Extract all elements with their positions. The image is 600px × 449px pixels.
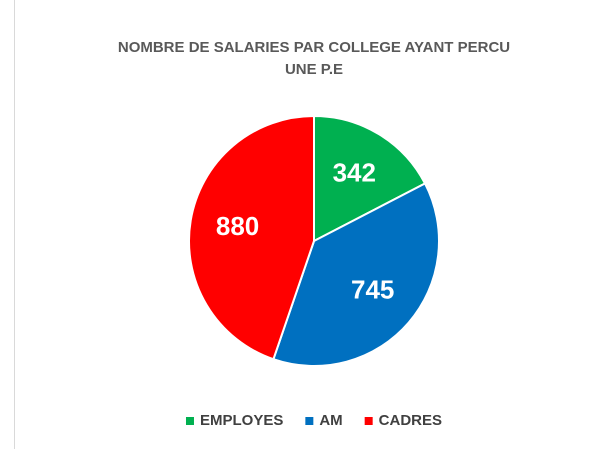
pie-slice — [188, 114, 315, 361]
legend-swatch — [305, 417, 314, 425]
legend-swatch — [364, 417, 373, 425]
data-label: 342 — [333, 158, 376, 188]
legend-label: AM — [319, 412, 342, 429]
chart-title: UNE P.E — [285, 61, 343, 78]
pie-slice — [272, 182, 440, 367]
data-label: 880 — [216, 211, 259, 241]
legend-label: EMPLOYES — [200, 412, 283, 429]
data-label: 745 — [351, 274, 394, 304]
legend-label: CADRES — [379, 412, 442, 429]
pie-slice — [313, 114, 427, 243]
legend-swatch — [185, 417, 194, 425]
chart-title: NOMBRE DE SALARIES PAR COLLEGE AYANT PER… — [118, 39, 510, 56]
